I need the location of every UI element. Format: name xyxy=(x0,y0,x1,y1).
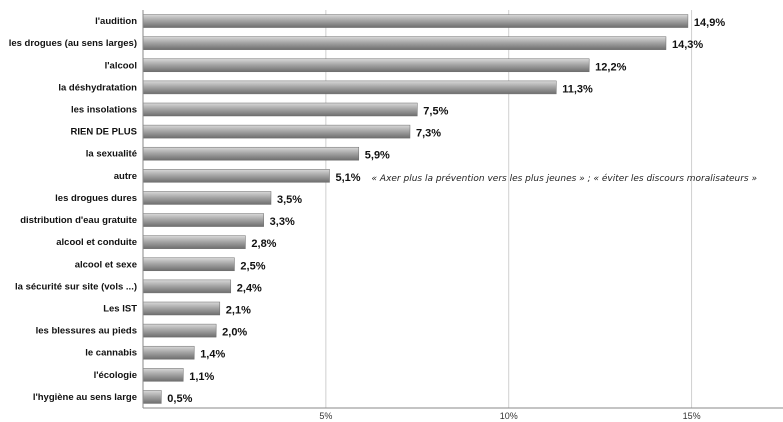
x-tick-label: 5% xyxy=(319,411,332,421)
category-label: alcool et sexe xyxy=(75,259,137,270)
category-label: Les IST xyxy=(103,304,137,315)
category-label: distribution d'eau gratuite xyxy=(20,215,137,226)
bar xyxy=(143,147,359,160)
bar xyxy=(143,390,161,403)
annotation-text: « Axer plus la prévention vers les plus … xyxy=(372,173,758,184)
bar xyxy=(143,59,589,72)
bar xyxy=(143,346,194,359)
value-labels: 14,9% 14,3% 12,2%11,3% 7,5% 7,3% 5,9% 5,1% 3,5%… xyxy=(167,17,725,405)
category-label: la sexualité xyxy=(86,149,137,160)
bar xyxy=(143,191,271,204)
bar xyxy=(143,302,220,315)
bar xyxy=(143,37,666,50)
bar xyxy=(143,103,417,116)
value-label: 0,5% xyxy=(167,393,192,405)
bar xyxy=(143,214,264,227)
value-label: 14,3% xyxy=(672,39,703,51)
value-label: 2,0% xyxy=(222,327,247,339)
value-label: 1,1% xyxy=(189,371,214,383)
category-label: les blessures au pieds xyxy=(36,326,137,337)
category-label: le cannabis xyxy=(85,348,137,359)
value-label: 12,2% xyxy=(595,61,626,73)
bar xyxy=(143,169,330,182)
x-axis-ticks: 5% 10% 15% xyxy=(319,411,700,421)
category-label: la sécurité sur site (vols ...) xyxy=(15,281,137,292)
category-labels: l'audition les drogues (au sens larges) l'… xyxy=(9,16,137,403)
bar xyxy=(143,125,410,138)
bar xyxy=(143,280,231,293)
value-label: 2,8% xyxy=(251,238,276,250)
category-label: l'audition xyxy=(95,16,137,27)
bar xyxy=(143,258,234,271)
value-label: 2,5% xyxy=(240,260,265,272)
category-label: l'hygiène au sens large xyxy=(33,392,137,403)
bar xyxy=(143,368,183,381)
value-label: 7,5% xyxy=(423,106,448,118)
value-label: 11,3% xyxy=(562,83,593,95)
value-label: 7,3% xyxy=(416,128,441,140)
value-label: 3,5% xyxy=(277,194,302,206)
x-tick-label: 10% xyxy=(500,411,518,421)
category-label: l'écologie xyxy=(94,370,137,381)
value-label: 2,4% xyxy=(237,282,262,294)
x-tick-label: 15% xyxy=(683,411,701,421)
value-label: 5,9% xyxy=(365,150,390,162)
category-label: les drogues dures xyxy=(55,193,137,204)
category-label: les drogues (au sens larges) xyxy=(9,38,137,49)
bar xyxy=(143,15,688,28)
category-label: l'alcool xyxy=(105,60,137,71)
bar xyxy=(143,236,245,249)
category-label: alcool et conduite xyxy=(56,237,137,248)
bar xyxy=(143,81,556,94)
value-label: 14,9% xyxy=(694,17,725,29)
category-label: autre xyxy=(114,171,137,182)
category-label: RIEN DE PLUS xyxy=(70,127,137,138)
value-label: 1,4% xyxy=(200,349,225,361)
category-label: les insolations xyxy=(71,105,137,116)
bar xyxy=(143,324,216,337)
value-label: 3,3% xyxy=(270,216,295,228)
value-label: 2,1% xyxy=(226,305,251,317)
category-label: la déshydratation xyxy=(58,82,137,93)
value-label: 5,1% xyxy=(336,172,361,184)
